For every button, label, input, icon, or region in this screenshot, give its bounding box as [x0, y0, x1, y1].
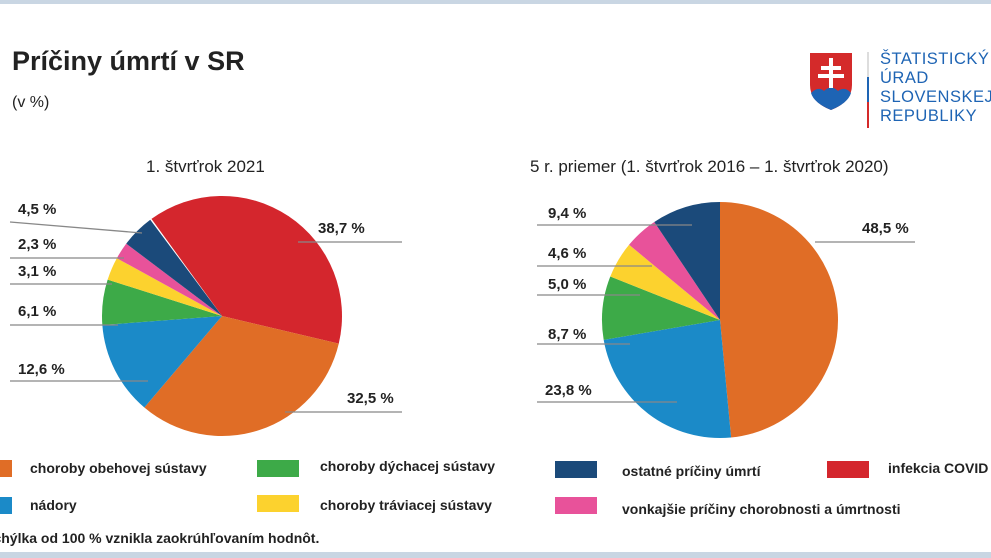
legend-swatch: [555, 497, 597, 514]
page-title: Príčiny úmrtí v SR: [12, 46, 245, 76]
pie-slice: [654, 202, 720, 320]
pie-slice: [107, 258, 222, 316]
legend-swatch: [257, 460, 299, 477]
data-label: 4,6 %: [548, 245, 586, 262]
chart-title-2021: 1. štvrťrok 2021: [146, 157, 265, 176]
pie-slice: [116, 243, 222, 316]
data-label: 6,1 %: [18, 303, 56, 320]
pie-slice: [603, 320, 732, 438]
data-label: 23,8 %: [545, 382, 592, 399]
pie-slice: [102, 279, 222, 326]
chart-title-average: 5 r. priemer (1. štvrťrok 2016 – 1. štvr…: [530, 157, 889, 176]
footnote: Odchýlka od 100 % vznikla zaokrúhľovaním…: [0, 530, 320, 546]
logo-text: ŠTATISTICKÝ ÚRAD SLOVENSKEJ REPUBLIKY: [880, 50, 991, 126]
logo-line: ŠTATISTICKÝ: [880, 50, 990, 68]
pie-slice: [629, 221, 720, 320]
data-label: 48,5 %: [862, 220, 909, 237]
logo-divider: [867, 52, 869, 128]
legend-label: ostatné príčiny úmrtí: [622, 463, 761, 479]
pie-slice: [126, 219, 222, 316]
logo-line: ÚRAD: [880, 69, 929, 87]
legend-swatch: [827, 461, 869, 478]
logo-line: SLOVENSKEJ: [880, 88, 991, 106]
data-label: 32,5 %: [347, 390, 394, 407]
legend-label: choroby dýchacej sústavy: [320, 458, 496, 474]
legend-label: infekcia COVID: [888, 460, 989, 476]
top-border: [0, 0, 991, 4]
pie-slice: [102, 316, 222, 408]
legend-swatch: [555, 461, 597, 478]
data-label: 3,1 %: [18, 263, 56, 280]
subtitle: (v %): [12, 94, 50, 111]
legend-label: choroby obehovej sústavy: [30, 460, 207, 476]
legend-label: choroby tráviacej sústavy: [320, 497, 492, 513]
pie-slice: [602, 276, 720, 340]
pie-slice: [144, 316, 339, 436]
bottom-border: [0, 552, 991, 558]
legend-label: nádory: [30, 497, 77, 513]
data-label: 9,4 %: [548, 205, 586, 222]
data-label: 38,7 %: [318, 220, 365, 237]
legend-label: vonkajšie príčiny chorobnosti a úmrtnost…: [622, 501, 901, 517]
legend-swatch: [0, 497, 12, 514]
pie-slice: [720, 202, 839, 438]
data-label: 4,5 %: [18, 201, 56, 218]
data-label: 8,7 %: [548, 326, 586, 343]
legend-swatch: [0, 460, 12, 477]
leader-line: [9, 221, 143, 234]
pie-slice: [610, 244, 720, 320]
legend-swatch: [257, 495, 299, 512]
pie-slice: [151, 196, 342, 344]
data-label: 2,3 %: [18, 236, 56, 253]
data-label: 5,0 %: [548, 276, 586, 293]
logo-shield-icon: [810, 53, 852, 110]
data-label: 12,6 %: [18, 361, 65, 378]
logo-line: REPUBLIKY: [880, 107, 978, 125]
